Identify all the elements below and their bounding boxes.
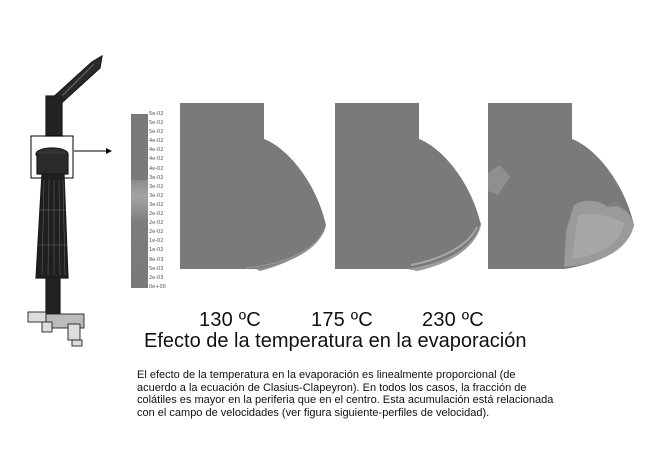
scale-tick: 3e-02 <box>149 183 164 190</box>
temperature-label-130: 130 ºC <box>199 309 261 331</box>
scale-tick: 2e-02 <box>149 211 164 218</box>
scale-tick: 4e-02 <box>149 138 164 145</box>
scale-tick: 5e-02 <box>149 120 164 127</box>
scale-tick: 5e-02 <box>149 111 164 117</box>
scale-tick: 3e-02 <box>149 174 164 181</box>
cross-section-230c <box>488 103 634 269</box>
cross-section-175c <box>335 103 481 271</box>
temperature-label-230: 230 ºC <box>422 309 484 331</box>
scale-tick: 8e-03 <box>149 256 164 263</box>
upper-elbow <box>45 95 63 137</box>
scale-tick: 5e-03 <box>149 265 164 272</box>
scale-tick: 3e-02 <box>149 192 164 199</box>
scale-tick: 1e-02 <box>149 247 164 254</box>
scale-tick: 4e-02 <box>149 156 164 163</box>
figure-title: Efecto de la temperatura en la evaporaci… <box>144 330 527 352</box>
color-scale-labels: 5e-02 5e-02 5e-02 4e-02 4e-02 4e-02 4e-0… <box>149 112 179 290</box>
scale-tick: 1e-02 <box>149 238 164 245</box>
inlet-pipe <box>47 54 103 109</box>
scale-tick: 5e-02 <box>149 129 164 136</box>
reactor-wireframe-diagram <box>27 54 112 347</box>
color-scale-bar <box>131 114 148 288</box>
base-fittings <box>27 311 85 347</box>
scale-tick: 4e-02 <box>149 147 164 154</box>
scale-tick: 2e-02 <box>149 220 164 227</box>
scale-tick: 3e-02 <box>149 201 164 208</box>
temperature-label-175: 175 ºC <box>311 309 373 331</box>
scale-tick: 0e+00 <box>149 283 166 290</box>
scale-tick: 4e-02 <box>149 165 164 172</box>
cross-section-130c <box>180 103 326 271</box>
scale-tick: 2e-03 <box>149 274 164 281</box>
lower-tube <box>45 277 61 315</box>
description-text: El efecto de la temperatura en la evapor… <box>137 369 554 419</box>
scale-tick: 2e-02 <box>149 229 164 236</box>
